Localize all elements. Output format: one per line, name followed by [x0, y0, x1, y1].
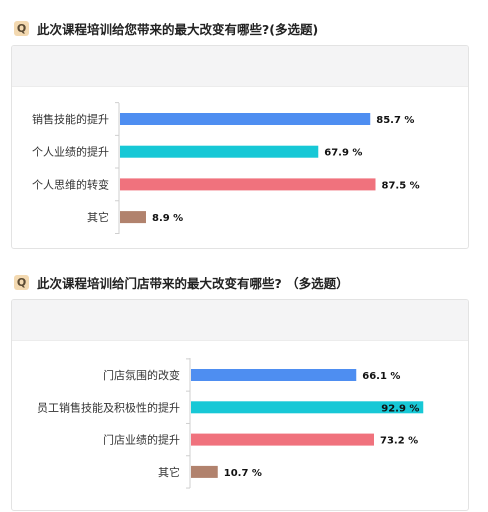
chart-panel-2-header — [12, 300, 468, 341]
bar-2 — [191, 401, 424, 414]
chart-panel-1: 销售技能的提升 85.7 % 个人业绩的提升 67.9 % 个人思维的转变 87.5 % 其… — [11, 45, 469, 249]
bar-3 — [191, 433, 374, 446]
value-label: 92.9 % — [381, 403, 419, 414]
question-2-title: 此次课程培训给门店带来的最大改变有哪些? （多选题） — [37, 275, 349, 291]
bar-chart-1: 销售技能的提升 85.7 % 个人业绩的提升 67.9 % 个人思维的转变 87.5 % 其… — [32, 102, 420, 234]
question-2-title-row: Q 此次课程培训给门店带来的最大改变有哪些? （多选题） — [14, 271, 349, 293]
bar-1 — [120, 113, 371, 125]
chart-panel-1-header — [12, 46, 468, 87]
bar-chart-2: 门店氛围的改变 66.1 % 员工销售技能及积极性的提升 92.9 % 门店业绩的提升 7… — [37, 358, 424, 489]
category-label: 个人业绩的提升 — [32, 145, 109, 159]
category-label: 其它 — [158, 465, 180, 479]
question-badge-icon: Q — [14, 274, 29, 290]
bar-4 — [191, 465, 218, 478]
value-label: 85.7 % — [376, 115, 414, 126]
category-label: 个人思维的转变 — [32, 177, 109, 191]
question-badge-icon: Q — [14, 20, 29, 36]
category-label: 其它 — [87, 210, 109, 224]
category-label: 销售技能的提升 — [32, 112, 109, 126]
bar-3 — [120, 178, 376, 191]
value-label: 67.9 % — [324, 148, 362, 159]
question-1-title: 此次课程培训给您带来的最大改变有哪些?(多选题) — [37, 21, 319, 37]
category-label: 员工销售技能及积极性的提升 — [37, 400, 180, 414]
chart-panel-2: 门店氛围的改变 66.1 % 员工销售技能及积极性的提升 92.9 % 门店业绩的提升 7… — [11, 299, 469, 511]
value-label: 73.2 % — [380, 436, 418, 447]
bar-4 — [120, 211, 146, 224]
category-label: 门店业绩的提升 — [103, 433, 180, 447]
question-1-title-row: Q 此次课程培训给您带来的最大改变有哪些?(多选题) — [14, 17, 318, 39]
value-label: 8.9 % — [152, 213, 183, 224]
value-label: 10.7 % — [224, 468, 262, 479]
bar-2 — [120, 145, 319, 158]
bar-1 — [191, 369, 357, 381]
category-label: 门店氛围的改变 — [103, 368, 180, 382]
value-label: 66.1 % — [362, 371, 400, 382]
value-label: 87.5 % — [382, 180, 420, 191]
